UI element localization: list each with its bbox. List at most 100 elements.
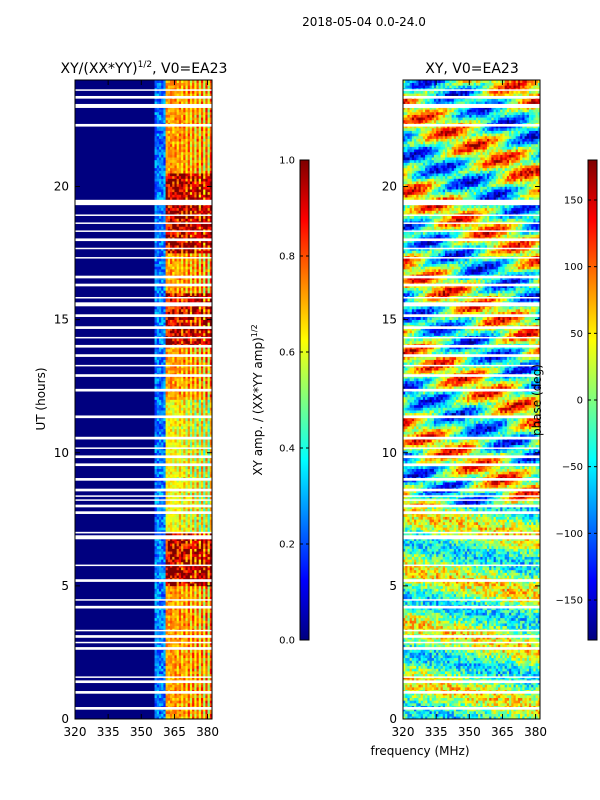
flagged-gap — [75, 415, 212, 419]
y-tick-label: 0 — [389, 712, 397, 726]
flagged-gap — [75, 676, 212, 678]
flagged-gap — [403, 447, 540, 449]
amplitude-flagged-gaps — [75, 89, 212, 710]
flagged-gap — [75, 531, 212, 534]
colorbar-tick-label: 0.0 — [279, 636, 295, 647]
flagged-gap — [75, 436, 212, 440]
flagged-gap — [75, 605, 212, 609]
colorbar-tick-label: 0.4 — [279, 444, 295, 455]
flagged-gap — [403, 199, 540, 206]
flagged-gap — [403, 336, 540, 339]
flagged-gap — [403, 488, 540, 492]
flagged-gap — [403, 344, 540, 348]
flagged-gap — [75, 199, 212, 206]
phase-title: XY, V0=EA23 — [425, 61, 519, 77]
flagged-gap — [403, 314, 540, 317]
flagged-gap — [75, 123, 212, 127]
y-tick-label: 10 — [382, 446, 397, 460]
flagged-gap — [403, 629, 540, 632]
flagged-gap — [403, 89, 540, 91]
flagged-gap — [403, 691, 540, 694]
flagged-gap — [75, 296, 212, 299]
flagged-gap — [75, 478, 212, 481]
flagged-gap — [403, 257, 540, 259]
x-tick-label: 335 — [97, 725, 120, 739]
flagged-gap — [403, 275, 540, 279]
flagged-gap — [403, 214, 540, 216]
flagged-gap — [403, 495, 540, 497]
phase-heatmap — [403, 80, 541, 720]
flagged-gap — [403, 579, 540, 582]
flagged-gap — [75, 535, 212, 540]
amplitude-colorbar: 0.0 0.2 0.4 0.6 0.8 1.0 XY amp. / (XX*YY amp)… — [250, 156, 310, 647]
flagged-gap — [75, 495, 212, 497]
amplitude-heatmap — [75, 80, 213, 720]
amplitude-title: XY/(XX*YY)1/2, V0=EA23 — [61, 60, 228, 77]
flagged-gap — [75, 599, 212, 601]
y-tick-label: 5 — [61, 579, 69, 593]
flagged-gap — [403, 230, 540, 232]
y-tick-label: 20 — [382, 180, 397, 194]
flagged-gap — [403, 647, 540, 650]
flagged-gap — [403, 511, 540, 514]
y-tick-label: 15 — [54, 313, 69, 327]
x-tick-label: 365 — [163, 725, 186, 739]
flagged-gap — [75, 103, 212, 108]
flagged-gap — [75, 275, 212, 279]
flagged-gap — [75, 635, 212, 638]
y-tick-label: 15 — [382, 313, 397, 327]
flagged-gap — [75, 214, 212, 216]
flagged-gap — [75, 499, 212, 501]
colorbar-tick-label: −100 — [556, 529, 583, 540]
amplitude-axis-ticks: 320 335 350 365 380 0 5 10 15 20 — [54, 80, 219, 739]
flagged-gap — [403, 641, 540, 644]
flagged-gap — [75, 230, 212, 232]
y-tick-label: 0 — [61, 712, 69, 726]
phase-axes-frame — [402, 79, 541, 720]
amplitude-axes-frame — [74, 79, 213, 720]
flagged-gap — [403, 222, 540, 224]
phase-xlabel: frequency (MHz) — [370, 744, 469, 758]
x-tick-label: 320 — [64, 725, 87, 739]
flagged-gap — [75, 344, 212, 348]
flagged-gap — [75, 364, 212, 367]
y-tick-label: 10 — [54, 446, 69, 460]
flagged-gap — [75, 336, 212, 339]
colorbar-tick-label: 0.8 — [279, 252, 295, 263]
flagged-gap — [403, 95, 540, 99]
flagged-gap — [75, 455, 212, 459]
flagged-gap — [403, 123, 540, 127]
flagged-gap — [403, 354, 540, 357]
flagged-gap — [75, 89, 212, 91]
flagged-gap — [403, 707, 540, 710]
colorbar-tick-label: 1.0 — [279, 156, 295, 167]
flagged-gap — [75, 488, 212, 492]
flagged-gap — [75, 354, 212, 357]
flagged-gap — [403, 238, 540, 242]
flagged-gap — [75, 463, 212, 467]
x-tick-label: 380 — [196, 725, 219, 739]
colorbar-tick-label: 0 — [577, 396, 583, 407]
flagged-gap — [75, 314, 212, 317]
flagged-gap — [403, 455, 540, 459]
flagged-gap — [75, 511, 212, 514]
flagged-gap — [75, 691, 212, 694]
flagged-gap — [403, 374, 540, 377]
amplitude-colorbar-ticks: 0.0 0.2 0.4 0.6 0.8 1.0 — [279, 156, 309, 647]
flagged-gap — [75, 247, 212, 250]
colorbar-tick-label: 0.6 — [279, 348, 295, 359]
phase-axis-ticks: 320 335 350 365 380 0 5 10 15 20 — [382, 80, 547, 739]
x-tick-label: 320 — [392, 725, 415, 739]
flagged-gap — [403, 531, 540, 534]
flagged-gap — [403, 535, 540, 540]
flagged-gap — [75, 238, 212, 242]
flagged-gap — [75, 564, 212, 567]
flagged-gap — [75, 647, 212, 650]
flagged-gap — [403, 478, 540, 481]
flagged-gap — [75, 326, 212, 329]
x-tick-label: 350 — [458, 725, 481, 739]
figure-suptitle: 2018-05-04 0.0-24.0 — [302, 15, 426, 29]
phase-colorbar-label: phase (deg) — [530, 364, 544, 436]
x-tick-label: 365 — [491, 725, 514, 739]
